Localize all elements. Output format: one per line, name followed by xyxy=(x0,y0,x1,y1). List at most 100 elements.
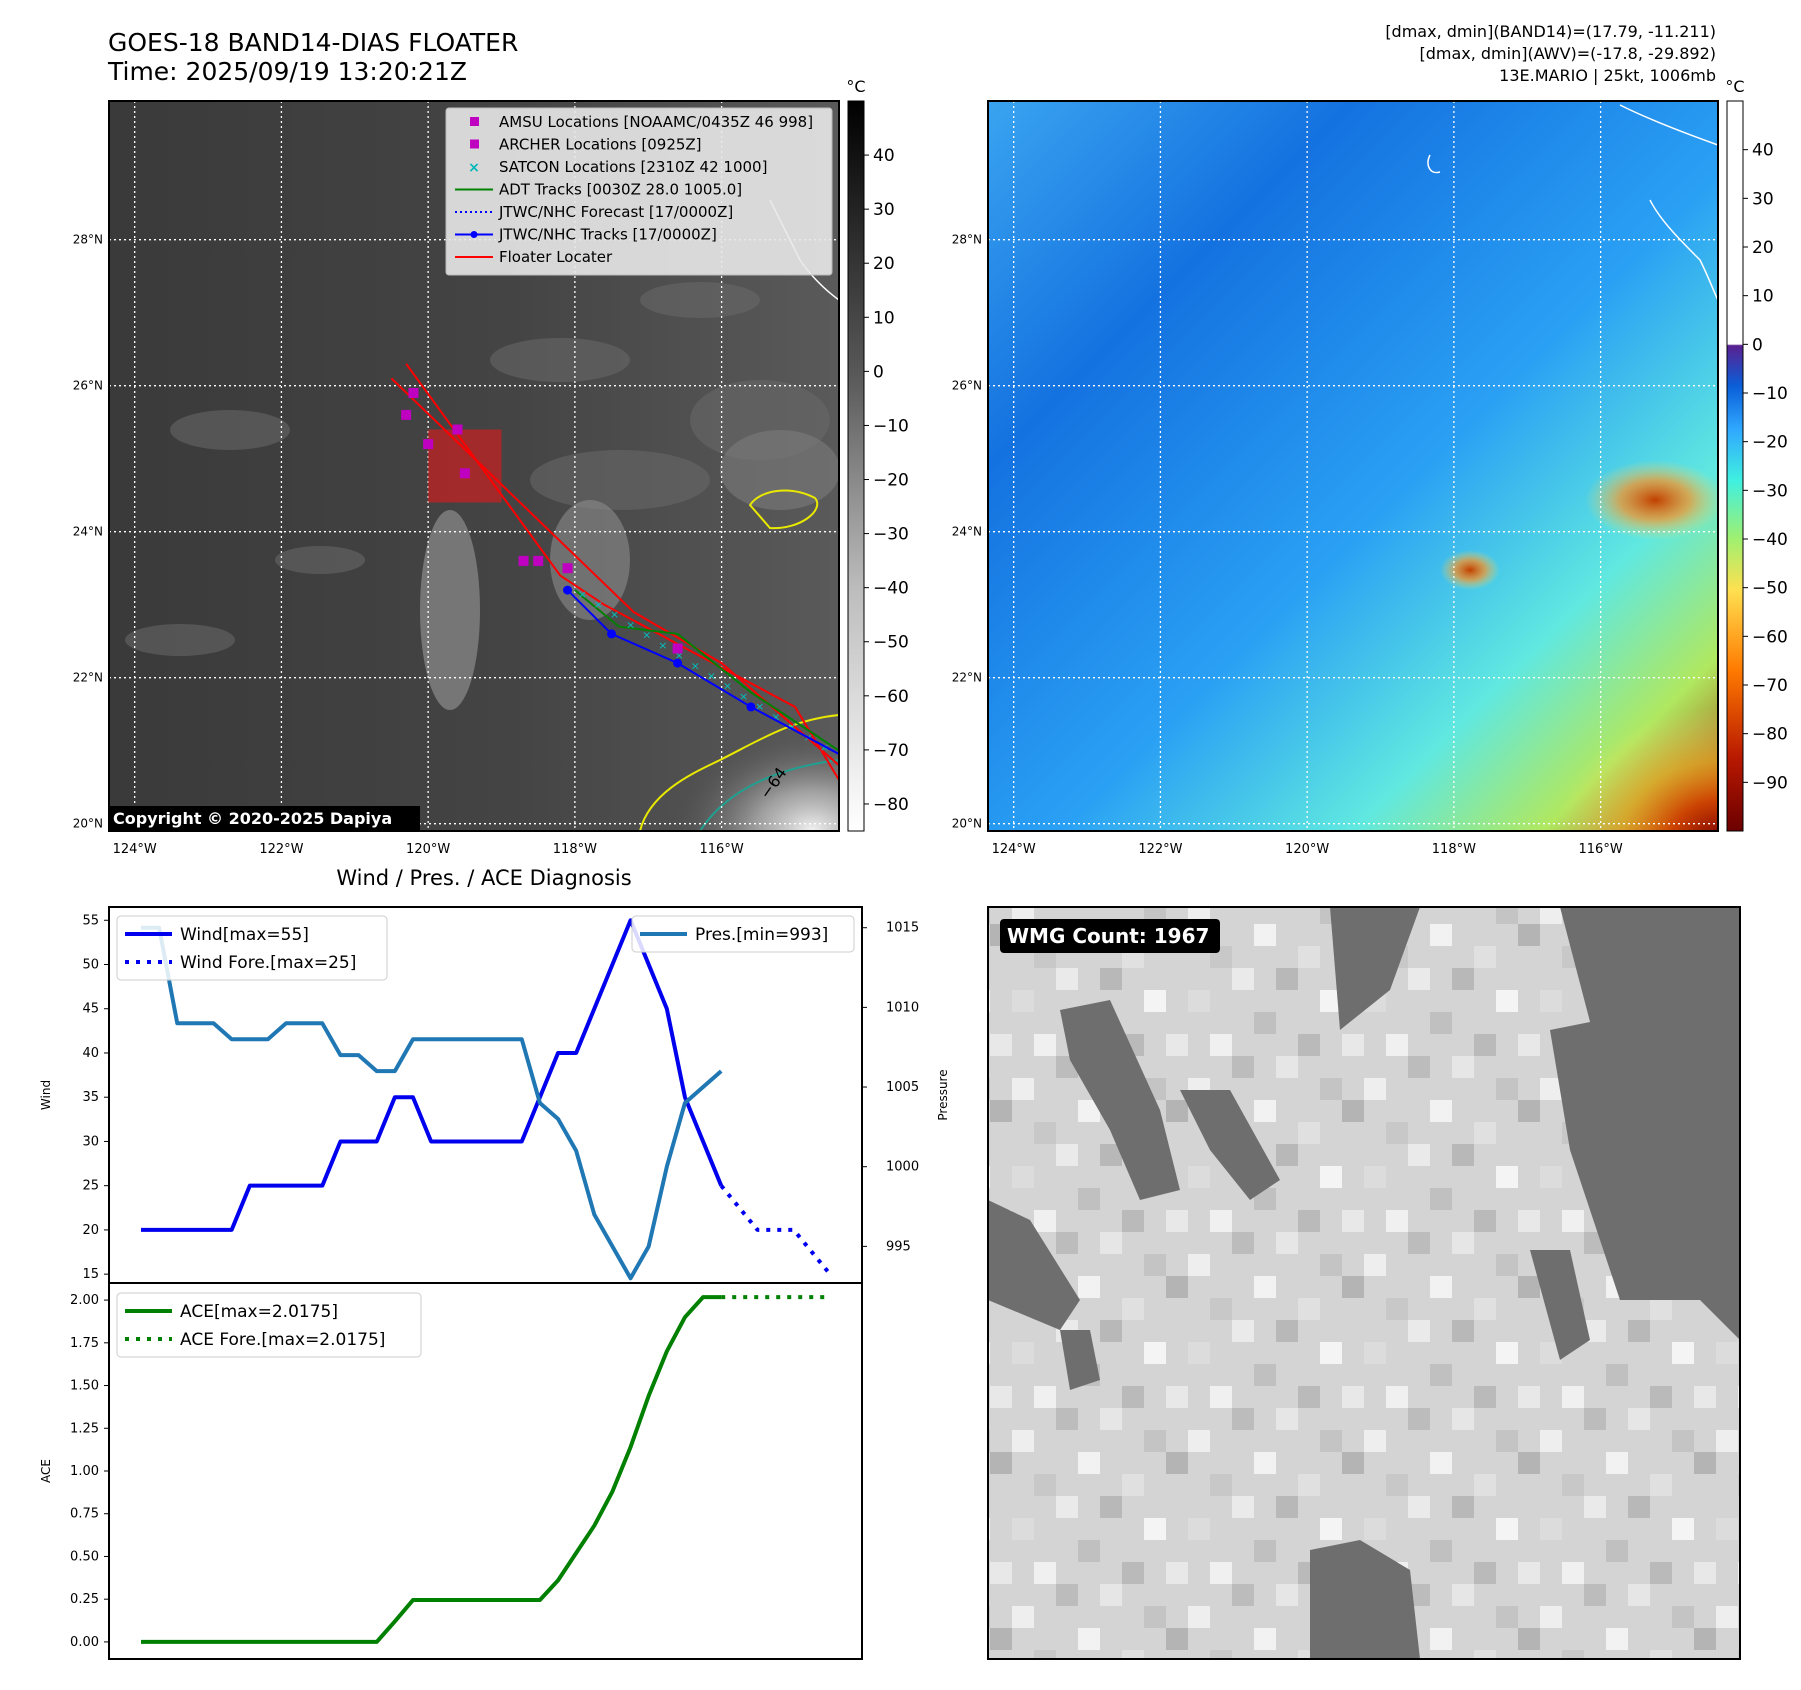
ytick-label: 15 xyxy=(82,1267,99,1282)
colorbar-tick-label: −40 xyxy=(1752,530,1788,550)
satcon-marker: × xyxy=(642,629,651,642)
ytick-label: 20 xyxy=(82,1223,99,1238)
jtwc-track-point xyxy=(673,658,683,668)
ir-track-overlay: ×××××××××××××××× xyxy=(390,363,839,781)
series-line xyxy=(719,1184,832,1276)
colorbar-tick-label: −60 xyxy=(1752,627,1788,647)
colorbar-tick-label: −70 xyxy=(873,741,909,761)
floater-locater-line xyxy=(390,377,839,767)
satcon-marker: × xyxy=(594,598,603,611)
jtwc-track-point xyxy=(563,585,573,595)
ytick-label: 0.50 xyxy=(70,1549,99,1564)
amsu-marker xyxy=(672,643,683,654)
colorbar-tick-label: 0 xyxy=(1752,335,1763,355)
lon-tick-label: 116°W xyxy=(1579,842,1623,857)
lat-tick-label: 20°N xyxy=(73,817,103,831)
storm-info: 13E.MARIO | 25kt, 1006mb xyxy=(1499,66,1716,85)
wmg-frame xyxy=(987,906,1741,1660)
ir-map: ×××××××××××××××× −64 Copyright © 2020-20… xyxy=(73,77,909,857)
ytick-right-label: 1010 xyxy=(886,1000,919,1015)
wmg-dark-features xyxy=(988,907,1740,1659)
ir-cold-contour-3 xyxy=(748,489,819,530)
wind-pressure-chart: 15 20 25 30 35 40 45 50 55 995 1000 1005 1010 1015 Pre… xyxy=(39,906,950,1284)
satcon-marker: × xyxy=(691,659,700,672)
legend-label: Floater Locater xyxy=(499,248,613,266)
ir-legend: AMSU Locations [NOAAMC/0435Z 46 998] ARCH… xyxy=(445,107,833,276)
series-line xyxy=(141,925,723,1281)
lat-tick-label: 20°N xyxy=(952,817,982,831)
awv-colorbar-strip xyxy=(1726,100,1744,832)
ytick-label: 1.00 xyxy=(70,1464,99,1479)
awv-colorbar-unit: °C xyxy=(1725,77,1744,96)
ytick-label: 45 xyxy=(82,1002,99,1017)
dmax-band14: [dmax, dmin](BAND14)=(17.79, -11.211) xyxy=(1385,22,1716,41)
lon-tick-label: 118°W xyxy=(1432,842,1476,857)
ytick-label: 0.75 xyxy=(70,1507,99,1522)
colorbar-tick-label: −40 xyxy=(873,579,909,599)
awv-frame xyxy=(987,100,1719,832)
ytick-label: 55 xyxy=(82,913,99,928)
legend-marker-dot xyxy=(470,231,478,238)
floater-box xyxy=(428,429,502,503)
legend-box xyxy=(445,107,833,276)
ytick-label: 2.00 xyxy=(70,1293,99,1308)
y-axis-label: ACE xyxy=(39,1459,53,1483)
colorbar-tick-label: −50 xyxy=(1752,579,1788,599)
wmg-panel: WMG Count: 1967 xyxy=(987,906,1741,1660)
satcon-marker: × xyxy=(739,690,748,703)
colorbar-tick-label: 10 xyxy=(1752,287,1774,307)
ytick-label: 1.50 xyxy=(70,1379,99,1394)
satcon-marker: × xyxy=(674,649,683,662)
dmax-awv: [dmax, dmin](AWV)=(-17.8, -29.892) xyxy=(1419,44,1716,63)
lat-tick-label: 24°N xyxy=(952,525,982,539)
pressure-axis-label: Pressure xyxy=(936,1069,950,1120)
ytick-label: 0.00 xyxy=(70,1635,99,1650)
adt-track xyxy=(574,589,839,752)
lon-tick-label: 122°W xyxy=(1138,842,1182,857)
colorbar-tick-label: −80 xyxy=(873,795,909,815)
ir-cold-contour xyxy=(639,714,839,831)
lon-tick-label: 120°W xyxy=(406,842,450,857)
ir-cloud-texture xyxy=(125,282,830,656)
colorbar-tick-label: −30 xyxy=(873,525,909,545)
copyright-box xyxy=(110,806,420,830)
wmg-count-box xyxy=(1000,919,1220,953)
y-axis-label: Wind xyxy=(39,1080,53,1110)
colorbar-tick-label: −10 xyxy=(1752,384,1788,404)
chart-legend-label: ACE[max=2.0175] xyxy=(180,1302,338,1322)
lat-tick-label: 28°N xyxy=(952,233,982,247)
chart-legend-label: Wind[max=55] xyxy=(180,925,309,945)
lon-tick-label: 124°W xyxy=(992,842,1036,857)
lat-tick-label: 24°N xyxy=(73,525,103,539)
colorbar-tick-label: 40 xyxy=(873,146,895,166)
jtwc-track-point xyxy=(607,629,617,639)
awv-warm-spot-2 xyxy=(1440,550,1500,590)
ir-colorbar-unit: °C xyxy=(846,77,865,96)
lon-tick-label: 118°W xyxy=(553,842,597,857)
colorbar-tick-label: 40 xyxy=(1752,141,1774,161)
ir-cold-contour-2 xyxy=(699,759,839,831)
satcon-marker: × xyxy=(820,741,829,754)
awv-coastline xyxy=(1427,104,1718,301)
lat-tick-label: 26°N xyxy=(952,379,982,393)
lon-tick-label: 120°W xyxy=(1285,842,1329,857)
lat-tick-label: 22°N xyxy=(952,671,982,685)
jtwc-track-point xyxy=(746,702,756,712)
ytick-right-label: 1005 xyxy=(886,1080,919,1095)
satcon-marker: × xyxy=(626,618,635,631)
colorbar-tick-label: −70 xyxy=(1752,676,1788,696)
legend-label: JTWC/NHC Forecast [17/0000Z] xyxy=(498,203,733,221)
amsu-marker xyxy=(452,424,463,435)
lon-tick-label: 116°W xyxy=(700,842,744,857)
ytick-right-label: 1000 xyxy=(886,1160,919,1175)
awv-warm-region xyxy=(1420,600,1718,831)
legend-marker-square xyxy=(470,139,479,149)
pressure-legend-box xyxy=(631,915,855,953)
ir-colorbar: °C 40 30 20 10 0 −10 −20 −30 −40 −50 −60 −70 −80 xyxy=(846,77,909,832)
lat-tick-label: 26°N xyxy=(73,379,103,393)
legend-label: SATCON Locations [2310Z 42 1000] xyxy=(499,158,767,176)
awv-map: °C 403020100−10−20−30−40−50−60−70−80−90 … xyxy=(952,77,1788,857)
ytick-label: 30 xyxy=(82,1134,99,1149)
pressure-legend-label: Pres.[min=993] xyxy=(695,925,828,945)
amsu-marker xyxy=(408,388,419,398)
